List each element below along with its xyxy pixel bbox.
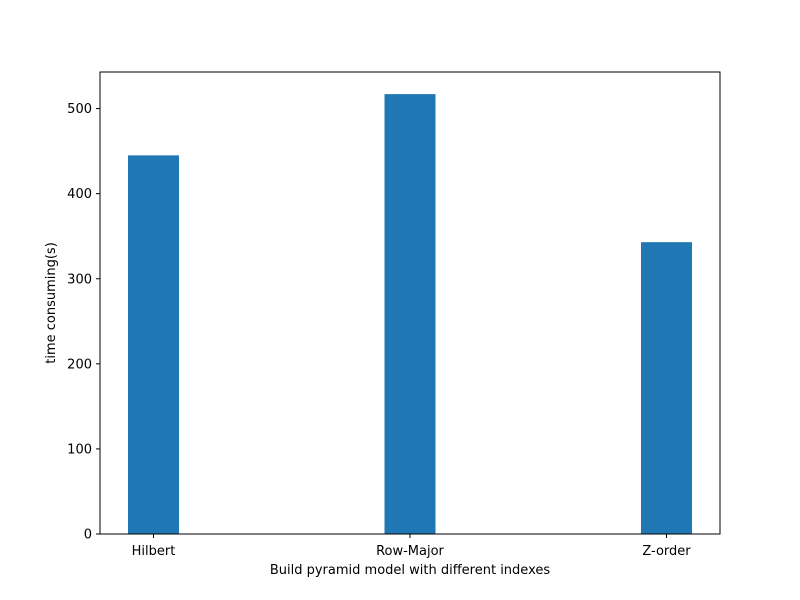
y-tick-label: 100 (67, 442, 92, 457)
x-tick-label: Row-Major (376, 544, 444, 559)
x-axis-label: Build pyramid model with different index… (270, 563, 551, 578)
y-tick-label: 300 (67, 272, 92, 287)
y-tick-label: 400 (67, 187, 92, 202)
bars-group (128, 94, 692, 534)
y-tick-label: 200 (67, 357, 92, 372)
y-axis-label: time consuming(s) (44, 242, 59, 364)
plot-frame (99, 71, 721, 535)
bar-hilbert (128, 155, 179, 534)
bar-row-major (384, 94, 436, 534)
y-tick-label: 0 (84, 528, 92, 543)
x-tick-label: Hilbert (132, 544, 176, 559)
y-tick-label: 500 (67, 102, 92, 117)
x-tick-label: Z-order (642, 544, 691, 559)
bar-z-order (641, 242, 692, 534)
x-ticks-group: Hilbert Row-Major Z-order (132, 534, 691, 559)
y-ticks-group: 0 100 200 300 400 500 (67, 102, 100, 543)
